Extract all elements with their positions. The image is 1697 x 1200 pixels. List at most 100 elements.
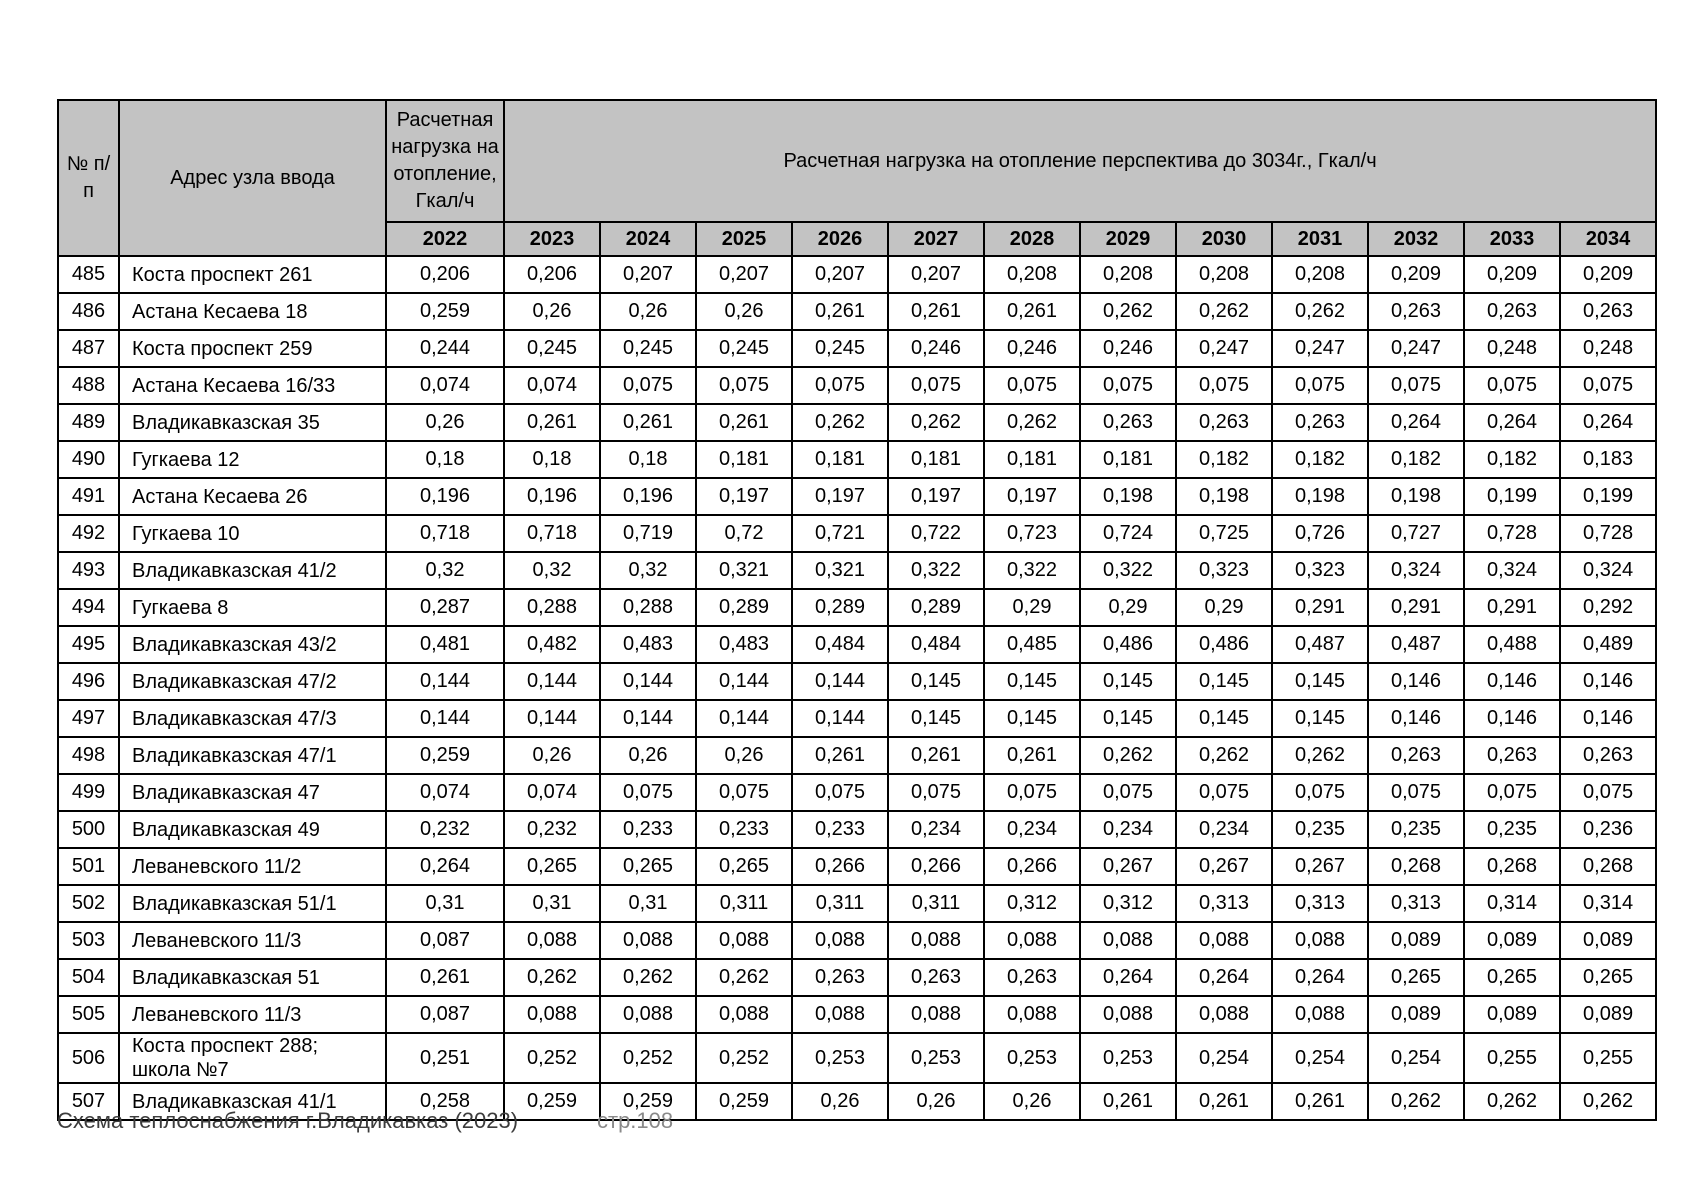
- load-value-2033: 0,209: [1463, 255, 1561, 294]
- row-address: Астана Кесаева 26: [118, 477, 387, 516]
- row-number: 503: [57, 921, 120, 960]
- load-value-2030: 0,145: [1175, 662, 1273, 701]
- load-value-2034: 0,324: [1558, 551, 1658, 590]
- load-value-2025: 0,075: [695, 773, 793, 812]
- load-value-2024: 0,483: [599, 625, 697, 664]
- row-address: Владикавказская 41/1: [118, 1082, 387, 1121]
- load-value-2030: 0,323: [1175, 551, 1273, 590]
- column-header-load-2022: Расчетная нагрузка на отопление, Гкал/ч: [385, 99, 505, 223]
- load-value-2023: 0,088: [503, 995, 601, 1034]
- load-value-2022: 0,32: [385, 551, 505, 590]
- load-value-2022: 0,261: [385, 958, 505, 997]
- load-value-2027: 0,263: [887, 958, 985, 997]
- load-value-2024: 0,261: [599, 403, 697, 442]
- load-value-2026: 0,484: [791, 625, 889, 664]
- row-address: Владикавказская 47/2: [118, 662, 387, 701]
- year-header-2032: 2032: [1367, 221, 1465, 257]
- load-value-2024: 0,31: [599, 884, 697, 923]
- load-value-2025: 0,26: [695, 736, 793, 775]
- table-row: 505 Леваневского 11/3 0,087 0,088 0,088 0,088…: [57, 995, 1658, 1034]
- load-value-2022: 0,264: [385, 847, 505, 886]
- load-value-2028: 0,088: [983, 995, 1081, 1034]
- row-address: Владикавказская 49: [118, 810, 387, 849]
- heating-load-table: № п/п Адрес узла ввода Расчетная нагрузк…: [57, 99, 1658, 1121]
- year-header-2028: 2028: [983, 221, 1081, 257]
- row-address: Леваневского 11/2: [118, 847, 387, 886]
- load-value-2027: 0,088: [887, 921, 985, 960]
- table-row: 502 Владикавказская 51/1 0,31 0,31 0,31 0,311…: [57, 884, 1658, 923]
- load-value-2032: 0,263: [1367, 736, 1465, 775]
- load-value-2024: 0,207: [599, 255, 697, 294]
- load-value-2022: 0,481: [385, 625, 505, 664]
- load-value-2022: 0,26: [385, 403, 505, 442]
- load-value-2033: 0,262: [1463, 1082, 1561, 1121]
- load-value-2030: 0,261: [1175, 1082, 1273, 1121]
- load-value-2023: 0,206: [503, 255, 601, 294]
- load-value-2026: 0,261: [791, 292, 889, 331]
- year-header-2027: 2027: [887, 221, 985, 257]
- load-value-2027: 0,253: [887, 1032, 985, 1084]
- load-value-2031: 0,075: [1271, 773, 1369, 812]
- load-value-2034: 0,089: [1558, 995, 1658, 1034]
- load-value-2027: 0,484: [887, 625, 985, 664]
- load-value-2024: 0,252: [599, 1032, 697, 1084]
- load-value-2033: 0,488: [1463, 625, 1561, 664]
- load-value-2034: 0,255: [1558, 1032, 1658, 1084]
- load-value-2022: 0,232: [385, 810, 505, 849]
- load-value-2033: 0,146: [1463, 662, 1561, 701]
- table-header: № п/п Адрес узла ввода Расчетная нагрузк…: [57, 99, 1658, 257]
- load-value-2032: 0,075: [1367, 773, 1465, 812]
- load-value-2034: 0,262: [1558, 1082, 1658, 1121]
- load-value-2030: 0,198: [1175, 477, 1273, 516]
- load-value-2025: 0,259: [695, 1082, 793, 1121]
- row-number: 486: [57, 292, 120, 331]
- load-value-2033: 0,263: [1463, 292, 1561, 331]
- table-row: 493 Владикавказская 41/2 0,32 0,32 0,32 0,321…: [57, 551, 1658, 590]
- load-value-2033: 0,075: [1463, 773, 1561, 812]
- table-row: 499 Владикавказская 47 0,074 0,074 0,075 0,07…: [57, 773, 1658, 812]
- load-value-2022: 0,144: [385, 662, 505, 701]
- load-value-2023: 0,32: [503, 551, 601, 590]
- load-value-2034: 0,199: [1558, 477, 1658, 516]
- load-value-2033: 0,075: [1463, 366, 1561, 405]
- row-number: 488: [57, 366, 120, 405]
- load-value-2026: 0,266: [791, 847, 889, 886]
- year-header-2024: 2024: [599, 221, 697, 257]
- load-value-2032: 0,487: [1367, 625, 1465, 664]
- load-value-2033: 0,089: [1463, 921, 1561, 960]
- load-value-2034: 0,183: [1558, 440, 1658, 479]
- load-value-2027: 0,261: [887, 736, 985, 775]
- load-value-2024: 0,265: [599, 847, 697, 886]
- load-value-2027: 0,26: [887, 1082, 985, 1121]
- row-address: Владикавказская 47/1: [118, 736, 387, 775]
- load-value-2028: 0,266: [983, 847, 1081, 886]
- load-value-2031: 0,726: [1271, 514, 1369, 553]
- load-value-2027: 0,207: [887, 255, 985, 294]
- load-value-2023: 0,232: [503, 810, 601, 849]
- load-value-2028: 0,26: [983, 1082, 1081, 1121]
- row-number: 487: [57, 329, 120, 368]
- row-number: 492: [57, 514, 120, 553]
- load-value-2034: 0,075: [1558, 773, 1658, 812]
- load-value-2034: 0,089: [1558, 921, 1658, 960]
- column-header-address: Адрес узла ввода: [118, 99, 387, 257]
- load-value-2032: 0,268: [1367, 847, 1465, 886]
- load-value-2022: 0,244: [385, 329, 505, 368]
- load-value-2025: 0,233: [695, 810, 793, 849]
- load-value-2031: 0,267: [1271, 847, 1369, 886]
- load-value-2022: 0,259: [385, 292, 505, 331]
- load-value-2029: 0,088: [1079, 921, 1177, 960]
- load-value-2027: 0,145: [887, 699, 985, 738]
- load-value-2029: 0,724: [1079, 514, 1177, 553]
- load-value-2028: 0,485: [983, 625, 1081, 664]
- load-value-2033: 0,324: [1463, 551, 1561, 590]
- year-header-2030: 2030: [1175, 221, 1273, 257]
- load-value-2029: 0,181: [1079, 440, 1177, 479]
- load-value-2032: 0,727: [1367, 514, 1465, 553]
- load-value-2028: 0,262: [983, 403, 1081, 442]
- load-value-2031: 0,247: [1271, 329, 1369, 368]
- load-value-2025: 0,262: [695, 958, 793, 997]
- load-value-2022: 0,074: [385, 773, 505, 812]
- load-value-2027: 0,261: [887, 292, 985, 331]
- load-value-2033: 0,263: [1463, 736, 1561, 775]
